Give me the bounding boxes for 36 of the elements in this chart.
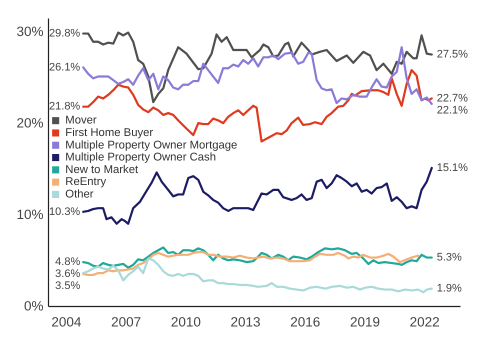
line-series xyxy=(82,250,420,276)
x-tick-label: 2016 xyxy=(290,314,320,330)
data-label: 3.6% xyxy=(55,268,80,280)
legend-label: Other xyxy=(65,188,94,200)
legend-label: Mover xyxy=(65,114,97,127)
data-label: 22.1% xyxy=(436,104,468,116)
line-series xyxy=(82,32,433,104)
data-label: 27.5% xyxy=(436,48,468,61)
data-label: 10.3% xyxy=(49,206,80,218)
data-label: 26.1% xyxy=(49,61,80,74)
legend-label: Multiple Property Owner Mortgage xyxy=(65,139,238,152)
y-tick-label: 10% xyxy=(16,207,44,222)
legend-label: Multiple Property Owner Cash xyxy=(65,152,216,164)
data-label: 29.8% xyxy=(49,28,80,40)
legend-label: ReEntry xyxy=(65,176,106,188)
y-tick-label: 30% xyxy=(16,24,44,40)
data-label: 1.9% xyxy=(436,282,462,295)
y-tick-label: 0% xyxy=(24,298,44,314)
x-tick-label: 2019 xyxy=(350,314,380,330)
x-tick-label: 2013 xyxy=(230,314,261,330)
data-label: 21.8% xyxy=(49,100,80,113)
data-label: 4.8% xyxy=(55,256,80,268)
data-label: 22.7% xyxy=(436,92,468,104)
x-tick-label: 2022 xyxy=(410,314,440,330)
data-label: 15.1% xyxy=(436,162,468,174)
x-tick-label: 2004 xyxy=(51,314,82,330)
data-label: 5.3% xyxy=(436,252,462,264)
x-tick-label: 2010 xyxy=(170,314,201,330)
line-series xyxy=(82,46,433,106)
y-tick-label: 20% xyxy=(16,116,44,131)
legend-label: New to Market xyxy=(65,164,139,176)
data-label: 3.5% xyxy=(55,280,80,292)
legend-label: First Home Buyer xyxy=(65,126,154,139)
line-series xyxy=(82,257,433,294)
line-series xyxy=(82,246,433,269)
x-tick-label: 2007 xyxy=(111,314,142,330)
